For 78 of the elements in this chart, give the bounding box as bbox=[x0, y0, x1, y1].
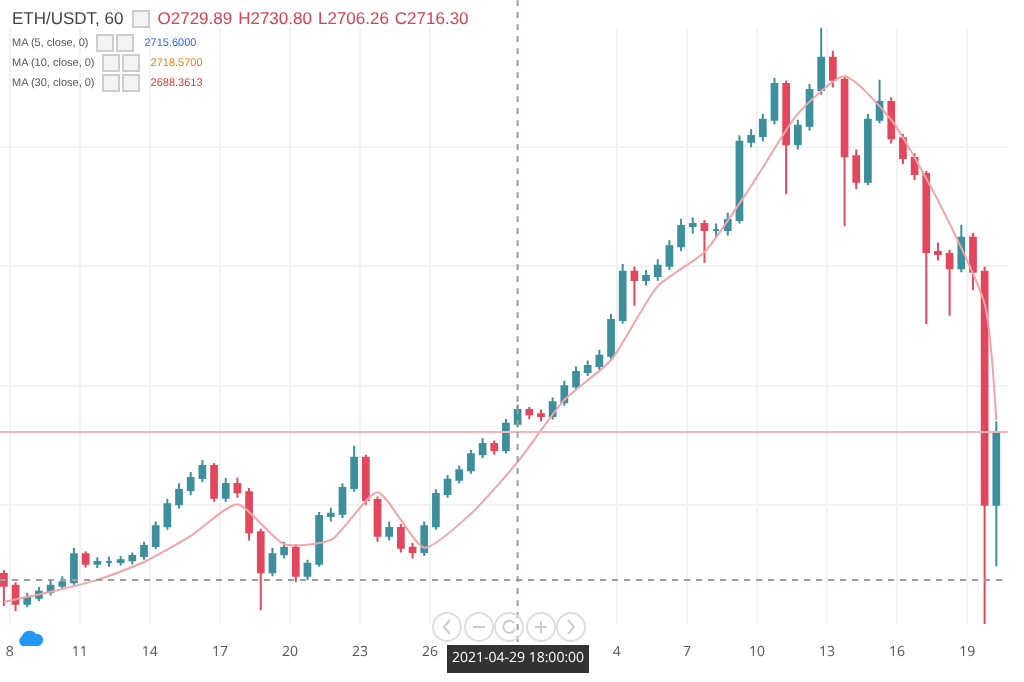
candlestick bbox=[70, 546, 78, 586]
candlestick bbox=[350, 444, 359, 493]
candlestick bbox=[81, 550, 90, 569]
candlestick bbox=[140, 540, 148, 561]
candlestick bbox=[758, 112, 767, 143]
candlestick bbox=[315, 510, 323, 568]
annotation: H2730.80 bbox=[238, 8, 312, 28]
candlestick bbox=[770, 77, 779, 126]
candlestick bbox=[653, 258, 662, 282]
candlestick bbox=[922, 170, 931, 326]
candlestick bbox=[700, 218, 709, 264]
candlestick bbox=[817, 28, 826, 96]
candlestick bbox=[151, 520, 160, 550]
annotation: C2716.30 bbox=[394, 8, 469, 28]
candlestick bbox=[677, 217, 685, 252]
candlestick bbox=[186, 471, 195, 497]
candlestick bbox=[747, 128, 755, 149]
candlestick bbox=[105, 555, 113, 568]
candlestick bbox=[502, 417, 510, 455]
candlestick bbox=[175, 482, 183, 510]
candlestick bbox=[525, 406, 534, 420]
candlestick bbox=[326, 506, 335, 523]
candlestick bbox=[980, 265, 989, 624]
candlestick bbox=[221, 476, 230, 503]
candlestick bbox=[397, 522, 405, 554]
candlestick bbox=[490, 439, 499, 456]
candlestick bbox=[373, 495, 382, 543]
candlestick bbox=[210, 462, 218, 503]
candlestick bbox=[198, 459, 207, 484]
candlestick bbox=[642, 268, 650, 287]
candlestick bbox=[443, 474, 452, 499]
candlestick bbox=[829, 49, 837, 89]
candlestick bbox=[58, 575, 67, 591]
candlestick bbox=[852, 148, 861, 190]
candlestick bbox=[595, 348, 604, 372]
candlestick bbox=[291, 543, 300, 584]
candlestick bbox=[467, 448, 475, 475]
candlestick bbox=[992, 420, 1001, 568]
candlestick bbox=[163, 497, 172, 531]
candlestick bbox=[899, 133, 907, 165]
candlestick bbox=[432, 488, 440, 531]
candlestick bbox=[782, 79, 791, 196]
candlestick bbox=[420, 520, 429, 558]
candlestick bbox=[793, 118, 802, 151]
candlestick bbox=[455, 464, 464, 485]
candlestick bbox=[280, 540, 288, 560]
candlestick bbox=[256, 527, 265, 612]
candlestick bbox=[233, 476, 242, 499]
candlestick bbox=[618, 263, 627, 325]
candlestick bbox=[572, 365, 580, 392]
annotation: L2706.26 bbox=[317, 8, 389, 28]
candlestick bbox=[875, 78, 884, 125]
candlestick bbox=[268, 546, 277, 578]
candlestick bbox=[338, 482, 347, 519]
candlestick bbox=[93, 556, 102, 569]
candlestick bbox=[361, 453, 370, 506]
candlestick bbox=[607, 313, 615, 361]
candlestick bbox=[712, 222, 720, 238]
candlestick bbox=[630, 265, 639, 307]
candlestick bbox=[0, 569, 8, 608]
candlestick bbox=[478, 437, 487, 460]
candlestick bbox=[840, 74, 849, 227]
candlestick bbox=[245, 487, 253, 542]
candlestick bbox=[665, 239, 674, 271]
candlestick bbox=[945, 248, 954, 317]
candlestick bbox=[864, 112, 872, 187]
candlestick bbox=[934, 241, 942, 262]
candlestick bbox=[385, 520, 394, 542]
candlestick bbox=[537, 408, 545, 423]
candlestick bbox=[583, 359, 592, 378]
annotation: O2729.89 bbox=[157, 8, 233, 28]
candlestick bbox=[887, 96, 896, 145]
annotation: ETH/USDT, 60 bbox=[12, 8, 124, 28]
candlestick bbox=[303, 558, 312, 581]
candlestick bbox=[408, 541, 417, 560]
candlestick bbox=[969, 232, 977, 292]
candlestick bbox=[688, 216, 697, 235]
candlestick bbox=[23, 592, 32, 609]
